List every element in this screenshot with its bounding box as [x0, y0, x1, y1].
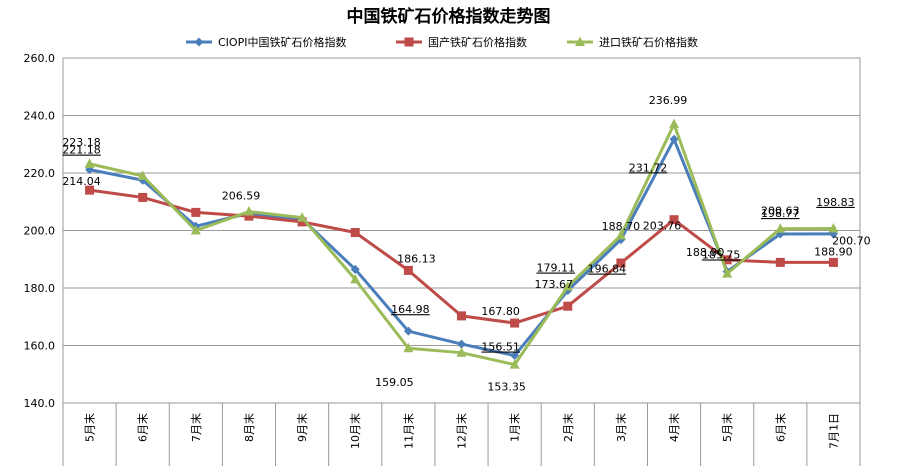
x-tick-label: 6月末	[773, 413, 787, 442]
x-tick-label: 4月末	[667, 413, 681, 442]
data-point-marker	[138, 192, 148, 202]
data-label: 198.77	[761, 207, 800, 220]
data-label: 198.83	[816, 196, 855, 209]
data-point-marker	[403, 326, 413, 336]
data-point-marker	[722, 268, 733, 278]
x-tick-label: 2月末	[561, 413, 575, 442]
data-point-marker	[575, 36, 585, 46]
data-point-marker	[563, 301, 573, 311]
series-lines	[84, 118, 839, 369]
y-tick-label: 200.0	[24, 225, 56, 238]
y-tick-label: 240.0	[24, 110, 56, 123]
data-point-marker	[403, 342, 414, 353]
data-label: 186.13	[397, 252, 436, 265]
data-point-marker	[84, 158, 95, 168]
data-point-marker	[244, 211, 254, 221]
data-label: 200.63	[761, 205, 800, 218]
data-label: 196.84	[588, 263, 627, 276]
data-point-marker	[456, 347, 467, 357]
chart-title: 中国铁矿石价格指数走势图	[346, 7, 551, 27]
data-point-marker	[194, 37, 204, 47]
data-label: 214.04	[62, 175, 101, 188]
x-tick-label: 7月1日	[827, 413, 840, 449]
data-point-marker	[828, 222, 839, 233]
data-point-marker	[510, 318, 520, 328]
x-tick-label: 12月末	[455, 413, 469, 449]
data-label: 173.67	[535, 278, 574, 291]
x-tick-label: 11月末	[401, 413, 415, 449]
x-tick-label: 10月末	[348, 413, 362, 449]
y-tick-label: 140.0	[24, 397, 56, 410]
data-point-marker	[297, 212, 308, 222]
data-label: 206.59	[222, 190, 261, 203]
data-point-marker	[616, 258, 626, 268]
data-point-marker	[509, 359, 520, 369]
data-point-marker	[191, 207, 201, 217]
x-tick-label: 5月末	[720, 413, 734, 442]
data-point-marker	[350, 228, 360, 238]
data-label: 236.99	[649, 94, 688, 107]
y-tick-label: 160.0	[24, 340, 56, 353]
x-tick-label: 3月末	[614, 413, 628, 442]
data-label: 179.11	[537, 262, 576, 275]
axes: 140.0 160.0 180.0 200.0 220.0 240.0 260.0 5月末 6月…	[24, 52, 861, 466]
data-point-marker	[669, 215, 679, 225]
data-label: 188.70	[602, 220, 641, 233]
data-point-marker	[404, 37, 414, 47]
x-tick-label: 7月末	[189, 413, 203, 442]
x-tick-label: 9月末	[295, 413, 309, 442]
data-label: 200.70	[832, 234, 871, 247]
data-label: 203.76	[643, 220, 682, 233]
y-tick-label: 220.0	[24, 167, 56, 180]
data-point-marker	[137, 170, 148, 180]
data-point-marker	[297, 217, 307, 227]
data-label: 159.05	[375, 376, 414, 389]
legend-label: 国产铁矿石价格指数	[428, 35, 527, 49]
data-point-marker	[243, 206, 254, 216]
data-label: 167.80	[481, 305, 520, 318]
data-point-marker	[669, 118, 680, 129]
data-label: 221.18	[62, 144, 101, 157]
y-tick-label: 180.0	[24, 282, 56, 295]
data-point-marker	[669, 134, 679, 144]
data-point-marker	[828, 257, 838, 267]
data-point-marker	[190, 225, 201, 235]
x-tick-label: 8月末	[242, 413, 256, 442]
y-tick-label: 260.0	[24, 52, 56, 65]
data-point-marker	[457, 339, 466, 349]
data-label: 164.98	[391, 303, 430, 316]
data-point-marker	[403, 265, 413, 275]
data-label: 156.51	[481, 341, 520, 354]
data-label: 153.35	[487, 381, 526, 394]
legend-label: CIOPI中国铁矿石价格指数	[218, 35, 346, 49]
data-point-marker	[775, 223, 786, 233]
legend: CIOPI中国铁矿石价格指数 国产铁矿石价格指数 进口铁矿石价格指数	[186, 35, 698, 49]
data-label: 223.18	[62, 136, 101, 149]
data-label: 188.90	[814, 245, 853, 258]
data-point-marker	[510, 351, 520, 361]
data-label: 185.75	[702, 248, 741, 261]
legend-label: 进口铁矿石价格指数	[599, 35, 698, 49]
data-point-marker	[350, 264, 360, 274]
data-point-marker	[615, 229, 626, 240]
x-tick-label: 6月末	[136, 413, 150, 442]
data-point-marker	[722, 255, 732, 265]
data-label: 231.72	[629, 161, 668, 174]
data-point-marker	[457, 311, 466, 321]
data-point-marker	[562, 281, 573, 291]
data-point-marker	[350, 273, 361, 284]
data-point-marker	[85, 185, 95, 195]
x-tick-label: 5月末	[83, 413, 97, 442]
data-point-marker	[775, 257, 785, 267]
x-tick-label: 1月末	[508, 413, 522, 442]
series-line-3	[89, 122, 834, 367]
data-label: 188.90	[686, 246, 725, 259]
